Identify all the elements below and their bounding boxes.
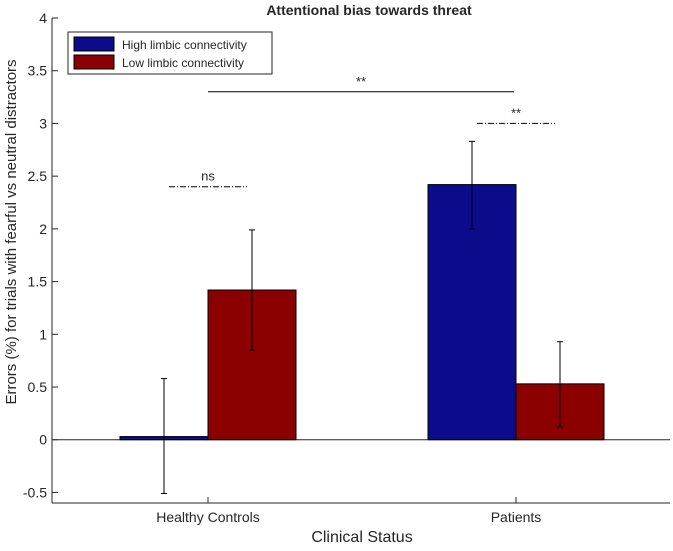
error-bar: [469, 140, 475, 230]
legend-swatch: [73, 54, 115, 70]
error-bar: [161, 378, 167, 495]
error-bar: [249, 229, 255, 351]
y-tick-label: 4: [39, 10, 47, 26]
y-tick-label: 0.5: [28, 379, 48, 395]
x-axis-label: Clinical Status: [311, 529, 412, 546]
y-tick-label: 3.5: [28, 63, 48, 79]
y-tick-label: 2: [39, 221, 47, 237]
error-bar: [557, 341, 563, 428]
chart-title: Attentional bias towards threat: [266, 2, 472, 18]
legend-swatch: [73, 36, 115, 52]
significance-label: **: [356, 74, 366, 89]
y-tick-label: 2.5: [28, 168, 48, 184]
legend: High limbic connectivity Low limbic conne…: [67, 31, 273, 75]
y-tick-label: -0.5: [23, 484, 47, 500]
y-tick-label: 1.5: [28, 274, 48, 290]
x-tick-label: Healthy Controls: [156, 509, 260, 525]
significance-label: ns: [201, 169, 215, 184]
legend-label: High limbic connectivity: [122, 38, 247, 52]
legend-label: Low limbic connectivity: [122, 56, 244, 70]
significance-label: **: [511, 105, 521, 120]
y-tick-label: 3: [39, 115, 47, 131]
x-tick-label: Patients: [491, 509, 542, 525]
y-tick-label: 0: [39, 432, 47, 448]
y-tick-label: 1: [39, 326, 47, 342]
y-axis-label: Errors (%) for trials with fearful vs ne…: [3, 59, 20, 404]
